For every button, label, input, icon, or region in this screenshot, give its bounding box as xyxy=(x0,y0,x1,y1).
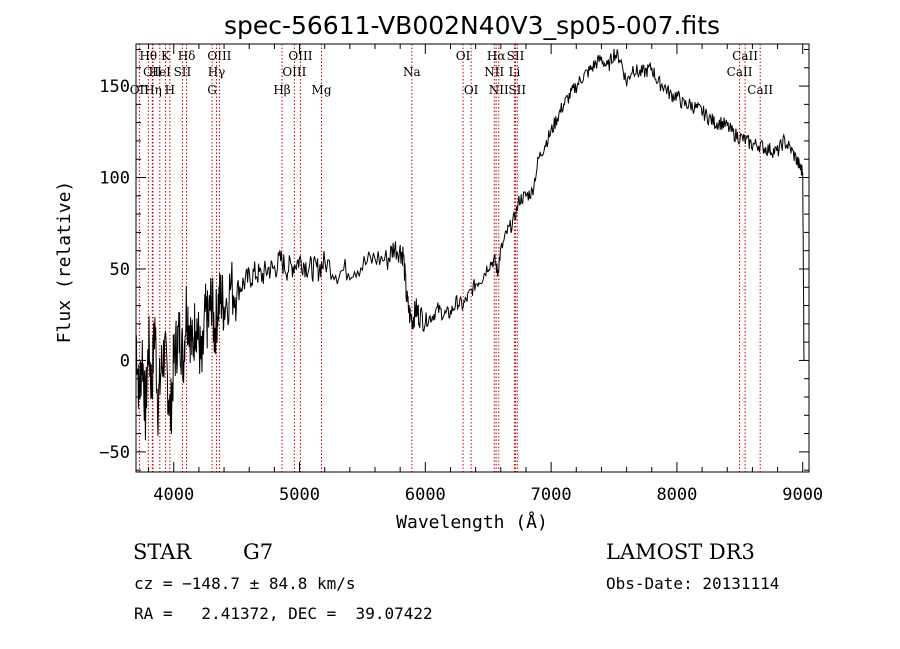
marker-label: NII xyxy=(489,83,509,97)
survey-name: LAMOST DR3 xyxy=(606,540,755,564)
y-tick-label: 150 xyxy=(99,77,130,97)
marker-label: G xyxy=(207,83,217,97)
marker-label: Na xyxy=(403,65,421,79)
marker-label: Hδ xyxy=(178,49,196,63)
marker-label: CaII xyxy=(732,49,758,63)
y-tick-label: −50 xyxy=(99,443,130,463)
chart-title: spec-56611-VB002N40V3_sp05-007.fits xyxy=(224,11,720,40)
marker-label: CaII xyxy=(747,83,773,97)
marker-label: Mg xyxy=(312,83,332,97)
spectrum-series xyxy=(135,48,805,441)
y-axis-label: Flux (relative) xyxy=(54,181,75,344)
marker-label: OIII xyxy=(288,49,312,63)
marker-label: OI xyxy=(456,49,471,63)
axis-ticks: 4000 5000 6000 7000 8000 9000 −50 0 50 100 150 xyxy=(99,44,823,505)
marker-label: Hη xyxy=(144,83,162,97)
marker-label: Hβ xyxy=(273,83,290,97)
marker-label: SII xyxy=(507,49,525,63)
object-class: STAR xyxy=(133,540,192,564)
y-tick-label: 50 xyxy=(110,260,130,280)
marker-label: Li xyxy=(508,65,520,79)
x-tick-label: 7000 xyxy=(531,485,572,505)
plot-frame xyxy=(135,43,810,473)
x-tick-label: 4000 xyxy=(153,485,194,505)
obs-date: Obs-Date: 20131114 xyxy=(606,574,779,593)
marker-label: K xyxy=(161,49,171,63)
marker-label: OI xyxy=(464,83,479,97)
y-tick-label: 0 xyxy=(120,351,130,371)
spectrum-line xyxy=(135,48,805,441)
coordinates: RA = 2.41372, DEC = 39.07422 xyxy=(134,604,433,623)
x-tick-label: 9000 xyxy=(782,485,823,505)
emission-line-markers xyxy=(138,44,761,472)
marker-label: H xyxy=(165,83,175,97)
x-tick-label: 8000 xyxy=(656,485,697,505)
marker-label: Hθ xyxy=(139,49,157,63)
redshift-text: cz = −148.7 ± 84.8 km/s xyxy=(134,574,356,593)
marker-label: OIII xyxy=(207,49,231,63)
marker-label: CaII xyxy=(727,65,753,79)
marker-label: CII xyxy=(143,65,162,79)
marker-label: OIII xyxy=(282,65,306,79)
marker-label: NII xyxy=(484,65,504,79)
marker-label: Hα xyxy=(487,49,506,63)
marker-label: SII xyxy=(174,65,192,79)
x-tick-label: 5000 xyxy=(279,485,320,505)
x-axis-label: Wavelength (Å) xyxy=(396,511,548,533)
marker-label: Hγ xyxy=(208,65,226,79)
marker-label: HeI xyxy=(149,65,172,79)
y-tick-label: 100 xyxy=(99,169,130,189)
marker-label: SII xyxy=(508,83,526,97)
object-subclass: G7 xyxy=(243,540,273,564)
x-tick-label: 6000 xyxy=(405,485,446,505)
